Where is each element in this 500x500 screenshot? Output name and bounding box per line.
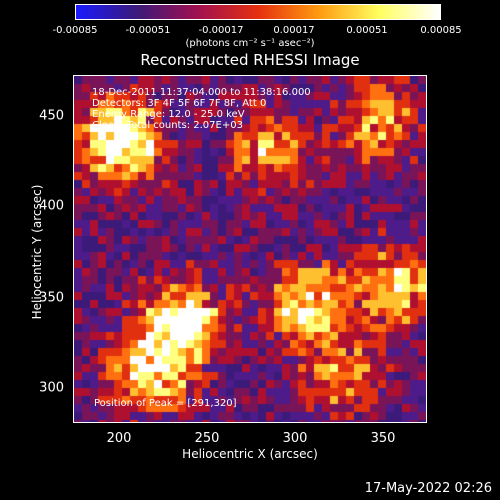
info-total-counts: Clean. Total counts: 2.07E+03 bbox=[92, 120, 243, 131]
colorbar-tick: 0.00017 bbox=[273, 25, 315, 36]
heatmap-plot-area: 18-Dec-2011 11:37:04.000 to 11:38:16.000… bbox=[73, 75, 427, 423]
x-axis-label: Heliocentric X (arcsec) bbox=[182, 447, 318, 461]
colorbar-tick: -0.00085 bbox=[52, 25, 98, 36]
colorbar-tick: 0.00051 bbox=[346, 25, 388, 36]
info-detectors: Detectors: 3F 4F 5F 6F 7F 8F, Att 0 bbox=[92, 98, 267, 109]
y-tick-label: 400 bbox=[39, 198, 64, 214]
heatmap-image bbox=[74, 76, 426, 422]
plot-title: Reconstructed RHESSI Image bbox=[140, 51, 360, 69]
y-axis-label: Heliocentric Y (arcsec) bbox=[30, 184, 44, 320]
y-tick-label: 300 bbox=[39, 380, 64, 396]
info-time-range: 18-Dec-2011 11:37:04.000 to 11:38:16.000 bbox=[92, 87, 311, 98]
colorbar-tick: 0.00085 bbox=[420, 25, 462, 36]
peak-position-label: Position of Peak = [291,320] bbox=[94, 398, 237, 409]
colorbar-unit-label: (photons cm⁻² s⁻¹ asec⁻²) bbox=[185, 38, 315, 49]
x-tick-label: 350 bbox=[370, 431, 396, 446]
timestamp: 17-May-2022 02:26 bbox=[364, 481, 492, 496]
info-energy-range: Energy Range: 12.0 - 25.0 keV bbox=[92, 109, 245, 120]
colorbar-tick: -0.00051 bbox=[125, 25, 171, 36]
x-tick-label: 300 bbox=[282, 431, 308, 446]
x-tick-label: 200 bbox=[106, 431, 132, 446]
y-tick-label: 450 bbox=[39, 108, 64, 124]
colorbar bbox=[75, 4, 441, 20]
x-tick-label: 250 bbox=[194, 431, 220, 446]
y-tick-label: 350 bbox=[39, 290, 64, 306]
colorbar-tick: -0.00017 bbox=[198, 25, 244, 36]
